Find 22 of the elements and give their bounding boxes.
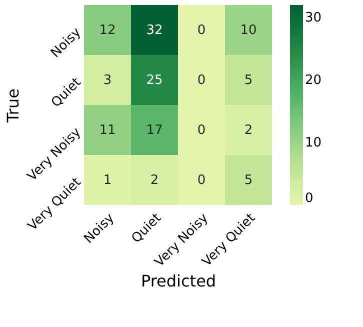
x-axis-title: Predicted (140, 271, 216, 290)
data-label: 2 (244, 123, 253, 138)
data-label: 25 (146, 73, 163, 88)
color-bar-label: 30 (305, 10, 322, 26)
data-label: 5 (244, 173, 253, 188)
data-label: 3 (103, 73, 112, 88)
color-bar-label: 0 (305, 191, 314, 206)
data-label: 0 (197, 123, 206, 138)
data-label: 1 (103, 173, 112, 188)
color-bar-label: 20 (305, 73, 322, 88)
data-label: 0 (197, 23, 206, 38)
data-label: 0 (197, 73, 206, 88)
data-label: 5 (244, 73, 253, 88)
data-label: 0 (197, 173, 206, 188)
data-label: 17 (146, 123, 163, 138)
data-label: 11 (99, 123, 116, 138)
data-label: 12 (99, 23, 116, 38)
y-axis-title: True (4, 88, 23, 124)
data-label: 10 (240, 23, 257, 38)
color-bar-label: 10 (305, 136, 322, 150)
data-label: 2 (150, 173, 159, 188)
data-label: 32 (146, 23, 163, 38)
